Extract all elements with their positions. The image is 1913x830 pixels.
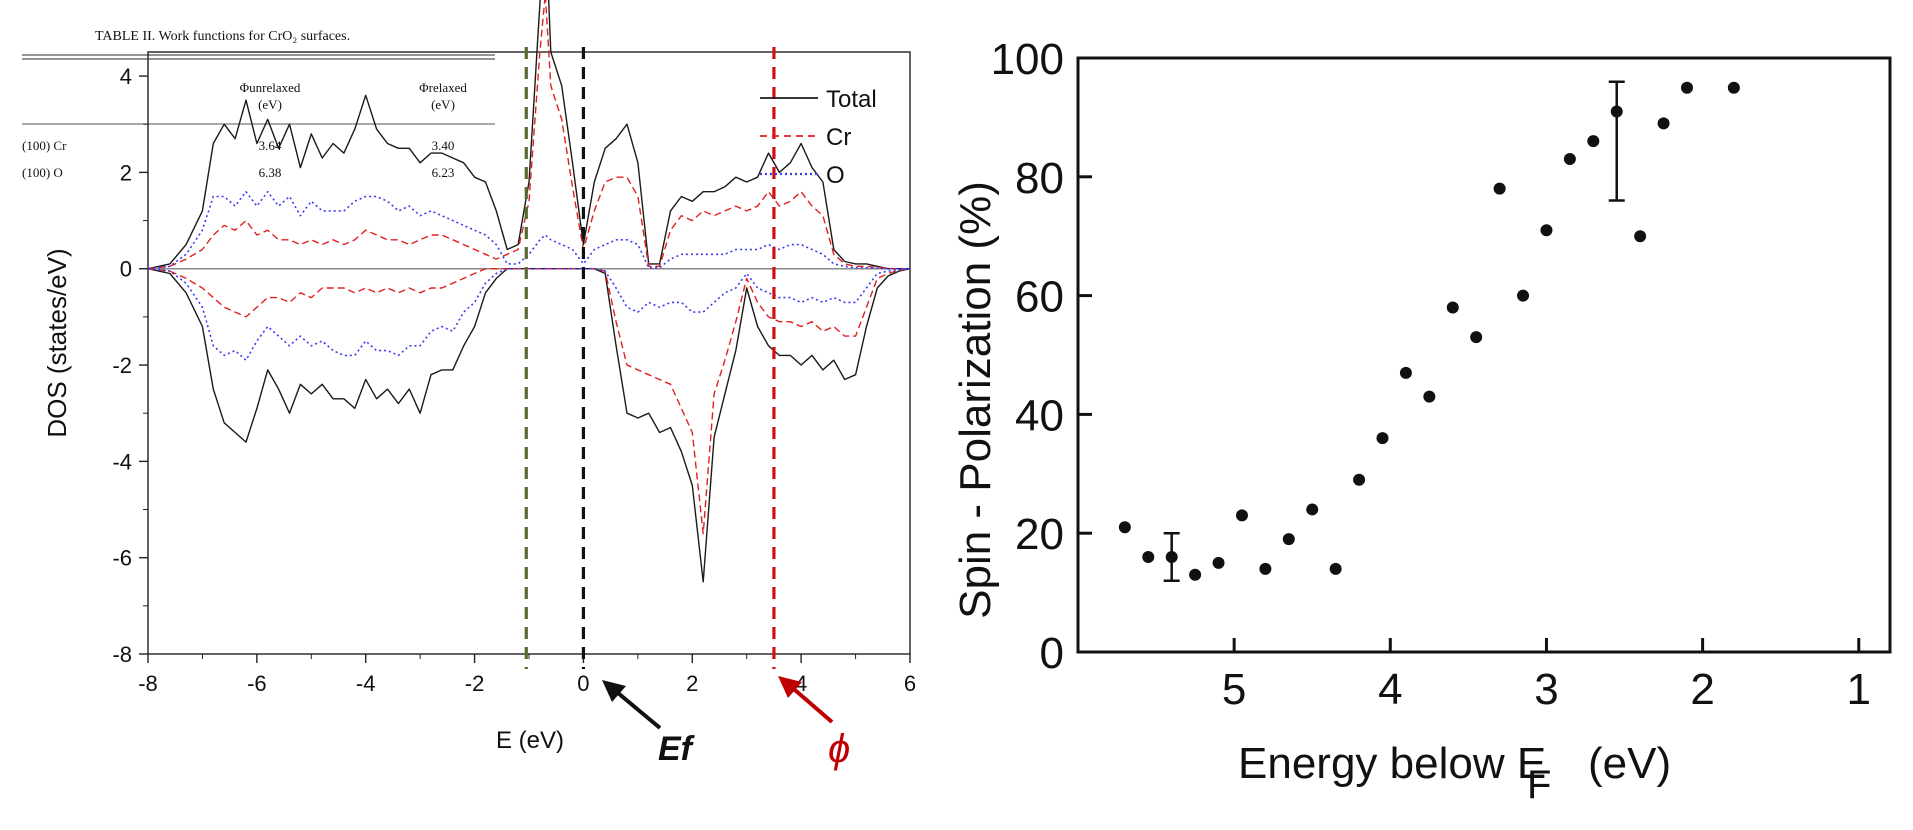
dos-x-tick-label: 4: [795, 671, 807, 696]
table-title: TABLE II. Work functions for CrO₂ surfac…: [95, 29, 350, 44]
dos-chart: DOS (states/eV) E (eV) -8 -6 -4 -2 0 2 4 6-8-6-…: [42, 0, 916, 771]
ef-annotation: Ef: [602, 680, 696, 768]
table-cell-relaxed: 6.23: [432, 165, 455, 180]
sp-data-points: [1118, 80, 1740, 582]
dos-y-tick-label: -8: [112, 642, 132, 667]
dos-y-tick-label: -4: [112, 449, 132, 474]
sp-y-tick-label: 20: [1015, 510, 1064, 559]
legend-label-total: Total: [826, 86, 877, 113]
sp-y-tick-label: 0: [1040, 629, 1064, 678]
sp-data-point: [1235, 509, 1248, 522]
sp-data-point: [1189, 568, 1202, 581]
table-row-label: (100) Cr: [22, 138, 67, 153]
sp-data-point: [1118, 521, 1131, 534]
sp-data-point: [1282, 533, 1295, 546]
phi-arrow: [786, 682, 834, 724]
dos-axis-ticks: -8 -6 -4 -2 0 2 4 6 -8 -6 -4 -2 0 2 4: [112, 51, 916, 696]
phi-arrowhead: [778, 676, 802, 698]
dos-line-total-down: [147, 268, 911, 583]
table-header-unrelaxed-unit: (eV): [258, 97, 282, 112]
sp-data-point: [1142, 550, 1155, 563]
dos-y-tick-label: -2: [112, 353, 132, 378]
sp-y-tick-label: 80: [1015, 154, 1064, 203]
table-cell-unrelaxed: 6.38: [259, 165, 282, 180]
sp-data-point: [1353, 473, 1366, 486]
sp-data-point: [1587, 135, 1600, 148]
phi-annotation: ϕ: [778, 676, 850, 771]
sp-y-axis-label: Spin - Polarization (%): [951, 181, 1000, 619]
sp-y-tick-label: 60: [1015, 273, 1064, 322]
sp-data-point: [1517, 289, 1530, 302]
dos-x-tick-label: -8: [138, 671, 158, 696]
dos-x-tick-label: -4: [356, 671, 376, 696]
dos-x-axis-label: E (eV): [496, 727, 564, 754]
sp-y-tick-label: 40: [1015, 391, 1064, 440]
ef-arrow: [610, 686, 662, 730]
dos-line-o-up: [147, 190, 910, 270]
sp-data-point: [1212, 556, 1225, 569]
dos-y-tick-label: 0: [120, 257, 132, 282]
dos-line-total-up: [147, 0, 910, 270]
sp-data-point: [1681, 81, 1693, 94]
sp-data-point: [1259, 562, 1272, 575]
sp-data-point: [1563, 152, 1576, 165]
dos-y-tick-label: 4: [120, 64, 132, 89]
dos-y-tick-label: 2: [120, 160, 132, 185]
table-header-relaxed: Φrelaxed: [419, 80, 467, 95]
sp-data-point: [1540, 224, 1553, 237]
dos-reference-lines: [524, 47, 776, 669]
sp-axis-ticks: 5 4 3 2 1 0 20 40 60 80 100: [991, 35, 1892, 714]
spin-polarization-chart: Spin - Polarization (%) Energy below E F…: [951, 35, 1892, 807]
legend-label-cr: Cr: [826, 124, 851, 151]
sp-data-point: [1423, 390, 1436, 403]
sp-x-tick-label: 1: [1847, 665, 1871, 714]
dos-legend: Total Cr O: [760, 86, 877, 189]
sp-data-point: [1446, 301, 1459, 314]
table-row-label: (100) O: [22, 165, 63, 180]
dos-series-group: [147, 0, 911, 583]
sp-x-tick-label: 4: [1378, 665, 1402, 714]
sp-data-point: [1306, 503, 1319, 516]
table-cell-unrelaxed: 3.64: [259, 138, 282, 153]
sp-data-point: [1634, 230, 1647, 243]
sp-data-point: [1493, 182, 1506, 195]
legend-label-o: O: [826, 162, 845, 189]
dos-x-tick-label: -2: [465, 671, 485, 696]
sp-data-point: [1470, 331, 1483, 344]
dos-line-cr-down: [147, 268, 911, 535]
table-header-unrelaxed: Φunrelaxed: [240, 80, 301, 95]
sp-x-axis-label-subscript: F: [1527, 763, 1551, 807]
sp-x-tick-label: 2: [1690, 665, 1714, 714]
dos-y-tick-label: -6: [112, 546, 132, 571]
sp-x-tick-label: 5: [1222, 665, 1246, 714]
table-header-relaxed-unit: (eV): [431, 97, 455, 112]
sp-data-point: [1399, 366, 1412, 379]
ef-label: Ef: [658, 730, 696, 768]
dos-x-tick-label: 0: [577, 671, 589, 696]
ef-arrowhead: [602, 680, 626, 702]
dos-x-tick-label: -6: [247, 671, 267, 696]
sp-x-tick-label: 3: [1534, 665, 1558, 714]
sp-plot-frame: [1076, 56, 1892, 654]
dos-x-tick-label: 2: [686, 671, 698, 696]
sp-data-point: [1727, 81, 1740, 94]
dos-line-cr-up: [147, 0, 910, 270]
sp-x-axis-label: Energy below E: [1238, 739, 1546, 788]
table-cell-relaxed: 3.40: [432, 138, 455, 153]
sp-data-point: [1657, 117, 1670, 130]
dos-y-axis-label: DOS (states/eV): [42, 248, 72, 437]
sp-data-point: [1329, 562, 1342, 575]
sp-y-tick-label: 100: [991, 35, 1064, 84]
phi-label: ϕ: [828, 727, 850, 771]
dos-x-tick-label: 6: [904, 671, 916, 696]
sp-x-axis-label-unit: (eV): [1588, 739, 1671, 788]
sp-data-point: [1376, 432, 1389, 445]
dos-line-o-down: [147, 267, 911, 362]
